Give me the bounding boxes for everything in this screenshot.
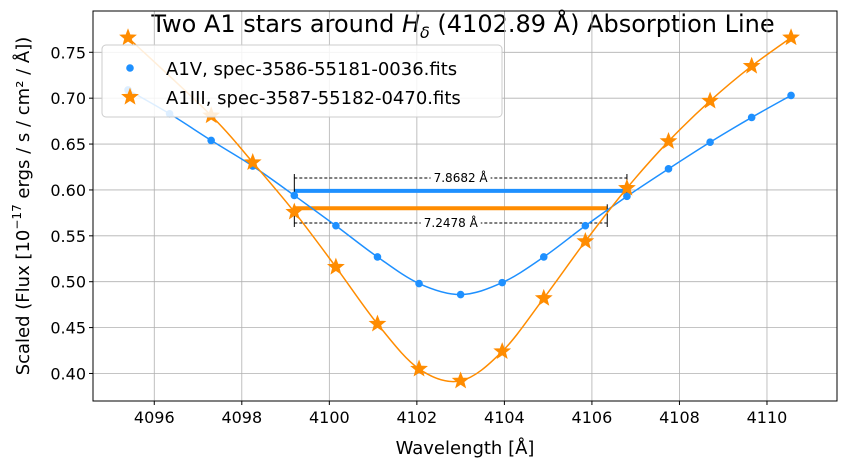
- data-point-circle: [539, 253, 548, 261]
- legend-marker-a1iii: [121, 87, 139, 105]
- data-point-circle: [332, 221, 340, 230]
- annotation-layer: 7.8682 Å 7.2478 Å: [293, 170, 628, 230]
- legend-star-marker: [121, 87, 139, 105]
- y-axis-label-suffix: ergs / s / cm² / Å]): [12, 37, 34, 205]
- data-point-star: [451, 371, 470, 389]
- data-point-star: [534, 288, 553, 306]
- dimension-label-bg: [430, 170, 491, 185]
- data-point-circle: [498, 278, 507, 287]
- chart-title: Two A1 stars around Hδ (4102.89 Å) Absor…: [150, 9, 774, 42]
- data-point-circle: [581, 221, 590, 230]
- legend-label-a1iii: A1III, spec-3587-55182-0470.fits: [166, 88, 461, 109]
- y-tick-label: 0.75: [50, 43, 86, 62]
- x-tick-label: 4110: [747, 408, 788, 427]
- chart-title-subscript: δ: [420, 23, 430, 42]
- y-tick-label: 0.65: [50, 135, 86, 154]
- legend-marker-a1v: [126, 64, 134, 72]
- data-point-circle: [207, 136, 215, 145]
- x-tick-label: 4100: [309, 408, 350, 427]
- data-point-star: [782, 28, 800, 46]
- data-point-star: [701, 91, 719, 109]
- y-axis-label-prefix: Scaled (Flux [10: [13, 230, 34, 376]
- y-tick-label: 0.50: [50, 273, 86, 292]
- data-point-star: [119, 28, 137, 46]
- data-point-star: [742, 56, 761, 74]
- chart-title-prefix: Two A1 stars around: [150, 10, 402, 38]
- legend-box: [101, 44, 503, 118]
- dimension-label-bg: [420, 214, 481, 229]
- data-point-star: [368, 314, 387, 332]
- data-point-circle: [747, 113, 756, 122]
- data-point-circle: [623, 192, 631, 201]
- x-tick-label: 4108: [659, 408, 700, 427]
- y-tick-label: 0.40: [50, 364, 86, 383]
- y-axis-label: Scaled (Flux [10−17 ergs / s / cm² / Å]): [10, 37, 34, 376]
- legend-circle-marker: [126, 64, 134, 72]
- x-axis-label: Wavelength [Å]: [396, 437, 535, 459]
- series-line: [127, 37, 792, 383]
- data-point-star: [618, 178, 636, 196]
- tick-layer: 4096 4098 4100 4102 4104 4106 4108 4110 0.40 0.45…: [50, 43, 787, 427]
- x-tick-label: 4104: [484, 408, 525, 427]
- data-point-circle: [415, 279, 423, 288]
- y-axis-label-exponent: −17: [10, 204, 24, 229]
- data-point-star: [327, 257, 345, 275]
- width-label: 7.2478 Å: [424, 215, 479, 230]
- x-tick-label: 4106: [572, 408, 613, 427]
- x-tick-label: 4102: [396, 408, 437, 427]
- x-tick-label: 4098: [221, 408, 262, 427]
- data-point-star: [493, 342, 512, 360]
- data-point-circle: [706, 138, 714, 147]
- y-tick-label: 0.70: [50, 89, 86, 108]
- data-point-circle: [664, 165, 673, 173]
- data-point-star: [410, 359, 428, 377]
- legend: A1V, spec-3586-55181-0036.fits A1III, sp…: [101, 44, 503, 118]
- data-point-circle: [373, 253, 382, 261]
- width-label: 7.8682 Å: [434, 170, 489, 185]
- x-tick-label: 4096: [134, 408, 175, 427]
- data-point-star: [659, 131, 678, 149]
- chart-title-suffix: (4102.89 Å) Absorption Line: [430, 9, 775, 38]
- data-point-star: [576, 231, 595, 249]
- data-point-circle: [456, 290, 465, 299]
- data-point-circle: [290, 191, 299, 200]
- y-tick-label: 0.55: [50, 227, 86, 246]
- data-point-star: [285, 202, 304, 220]
- plot-frame: [92, 10, 838, 402]
- y-tick-label: 0.45: [50, 319, 86, 338]
- legend-label-a1v: A1V, spec-3586-55181-0036.fits: [166, 59, 457, 80]
- data-point-star: [243, 153, 262, 170]
- data-point-circle: [787, 91, 795, 100]
- y-tick-label: 0.60: [50, 181, 86, 200]
- chart-title-symbol: H: [402, 10, 420, 38]
